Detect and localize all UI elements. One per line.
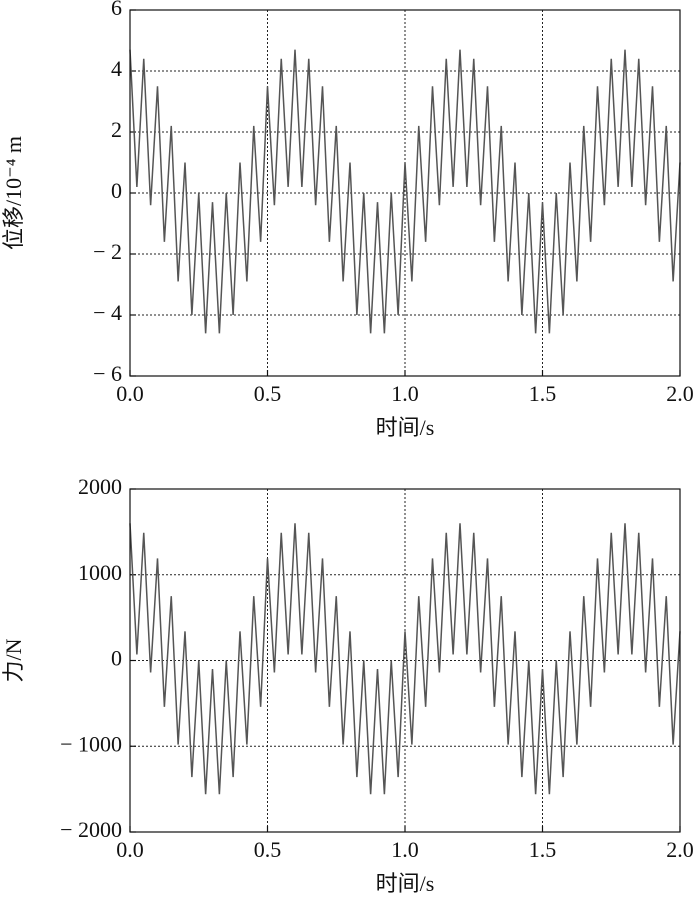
y-tick-label: 0 <box>111 178 122 203</box>
y-tick-label: 2 <box>111 117 122 142</box>
y-tick-label: 1000 <box>78 560 122 585</box>
y-tick-label: 4 <box>111 56 122 81</box>
x-tick-label: 0.0 <box>116 381 144 406</box>
x-tick-label: 0.0 <box>116 837 144 862</box>
y-tick-label: 6 <box>111 0 122 20</box>
x-tick-label: 0.5 <box>254 837 282 862</box>
x-tick-label: 1.0 <box>391 381 419 406</box>
x-tick-label: 2.0 <box>666 381 694 406</box>
y-tick-label: − 2000 <box>60 817 122 842</box>
y-axis-label: 力/N <box>1 638 26 682</box>
x-tick-label: 0.5 <box>254 381 282 406</box>
signal-line <box>129 523 681 795</box>
y-tick-label: 2000 <box>78 474 122 499</box>
y-axis-label: 位移/10⁻⁴ m <box>1 136 26 250</box>
x-tick-label: 1.5 <box>529 381 557 406</box>
y-tick-label: − 2 <box>93 239 122 264</box>
x-tick-label: 1.5 <box>529 837 557 862</box>
x-tick-label: 2.0 <box>666 837 694 862</box>
y-tick-label: − 4 <box>93 300 122 325</box>
plot-frame <box>129 9 681 377</box>
plot-frame <box>129 488 681 833</box>
y-tick-label: − 6 <box>93 361 122 386</box>
signal-line <box>129 49 681 334</box>
y-tick-label: − 1000 <box>60 731 122 756</box>
x-axis-label: 时间/s <box>376 871 435 896</box>
x-axis-label: 时间/s <box>376 415 435 440</box>
y-tick-label: 0 <box>111 646 122 671</box>
x-tick-label: 1.0 <box>391 837 419 862</box>
